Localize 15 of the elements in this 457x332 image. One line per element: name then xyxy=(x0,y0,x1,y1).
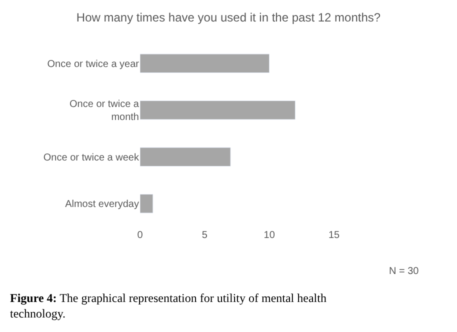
y-tick-label: Once or twice a week xyxy=(43,152,140,164)
bar xyxy=(140,54,270,73)
bar xyxy=(140,100,296,120)
y-tick-label: Once or twice a month xyxy=(70,99,140,124)
y-tick-label: Almost everyday xyxy=(65,199,139,210)
x-tick-label: 5 xyxy=(202,230,208,241)
chart-title: How many times have you used it in the past 12 months? xyxy=(76,10,381,25)
x-tick-label: 15 xyxy=(328,230,340,241)
x-tick-label: 10 xyxy=(264,230,276,241)
bar xyxy=(140,194,154,214)
caption: Figure 4: xyxy=(10,291,57,305)
y-tick-label: Once or twice a year xyxy=(47,58,140,70)
text: N = 30 xyxy=(389,266,420,277)
bar xyxy=(140,147,231,166)
x-tick-label: 0 xyxy=(137,230,144,241)
